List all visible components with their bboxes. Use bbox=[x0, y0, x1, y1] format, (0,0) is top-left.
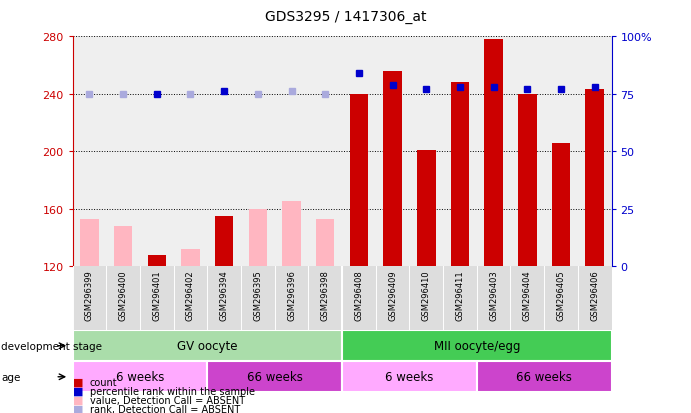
Bar bbox=[73, 330, 342, 361]
Text: rank, Detection Call = ABSENT: rank, Detection Call = ABSENT bbox=[90, 404, 240, 413]
Text: GSM296395: GSM296395 bbox=[254, 270, 263, 320]
Bar bbox=[342, 330, 612, 361]
Text: GSM296404: GSM296404 bbox=[523, 270, 532, 320]
Text: MII oocyte/egg: MII oocyte/egg bbox=[433, 339, 520, 352]
Text: GSM296409: GSM296409 bbox=[388, 270, 397, 320]
Text: GSM296400: GSM296400 bbox=[119, 270, 128, 320]
Bar bbox=[551, 143, 570, 266]
Text: GSM296403: GSM296403 bbox=[489, 270, 498, 320]
Text: GV oocyte: GV oocyte bbox=[177, 339, 238, 352]
Text: ■: ■ bbox=[73, 404, 83, 413]
Text: count: count bbox=[90, 377, 117, 387]
Text: 66 weeks: 66 weeks bbox=[247, 370, 303, 383]
Bar bbox=[484, 40, 503, 266]
Bar bbox=[215, 216, 234, 266]
Bar bbox=[114, 226, 133, 266]
Bar bbox=[350, 95, 368, 266]
Text: age: age bbox=[1, 372, 21, 382]
Bar bbox=[73, 361, 207, 392]
Text: GSM296410: GSM296410 bbox=[422, 270, 430, 320]
Bar bbox=[181, 249, 200, 266]
Bar bbox=[249, 209, 267, 266]
Text: GSM296394: GSM296394 bbox=[220, 270, 229, 320]
Text: ■: ■ bbox=[73, 386, 83, 396]
Bar bbox=[384, 71, 402, 266]
Text: GSM296411: GSM296411 bbox=[455, 270, 464, 320]
Text: GSM296398: GSM296398 bbox=[321, 270, 330, 320]
Text: GSM296399: GSM296399 bbox=[85, 270, 94, 320]
Bar bbox=[477, 361, 612, 392]
Bar bbox=[451, 83, 469, 266]
Text: ■: ■ bbox=[73, 395, 83, 405]
Bar bbox=[147, 255, 166, 266]
Bar bbox=[417, 150, 435, 266]
Bar bbox=[316, 219, 334, 266]
Bar bbox=[80, 219, 99, 266]
Bar bbox=[207, 361, 342, 392]
Text: development stage: development stage bbox=[1, 341, 102, 351]
Text: GSM296406: GSM296406 bbox=[590, 270, 599, 320]
Text: percentile rank within the sample: percentile rank within the sample bbox=[90, 386, 255, 396]
Text: GSM296401: GSM296401 bbox=[152, 270, 161, 320]
Text: 6 weeks: 6 weeks bbox=[115, 370, 164, 383]
Bar bbox=[585, 90, 604, 266]
Text: GSM296408: GSM296408 bbox=[354, 270, 363, 320]
Bar bbox=[518, 95, 537, 266]
Text: GSM296405: GSM296405 bbox=[556, 270, 565, 320]
Bar bbox=[342, 361, 477, 392]
Text: GSM296396: GSM296396 bbox=[287, 270, 296, 320]
Text: 6 weeks: 6 weeks bbox=[385, 370, 434, 383]
Text: 66 weeks: 66 weeks bbox=[516, 370, 572, 383]
Text: GDS3295 / 1417306_at: GDS3295 / 1417306_at bbox=[265, 10, 426, 24]
Text: value, Detection Call = ABSENT: value, Detection Call = ABSENT bbox=[90, 395, 245, 405]
Text: ■: ■ bbox=[73, 377, 83, 387]
Text: GSM296402: GSM296402 bbox=[186, 270, 195, 320]
Bar bbox=[282, 202, 301, 266]
